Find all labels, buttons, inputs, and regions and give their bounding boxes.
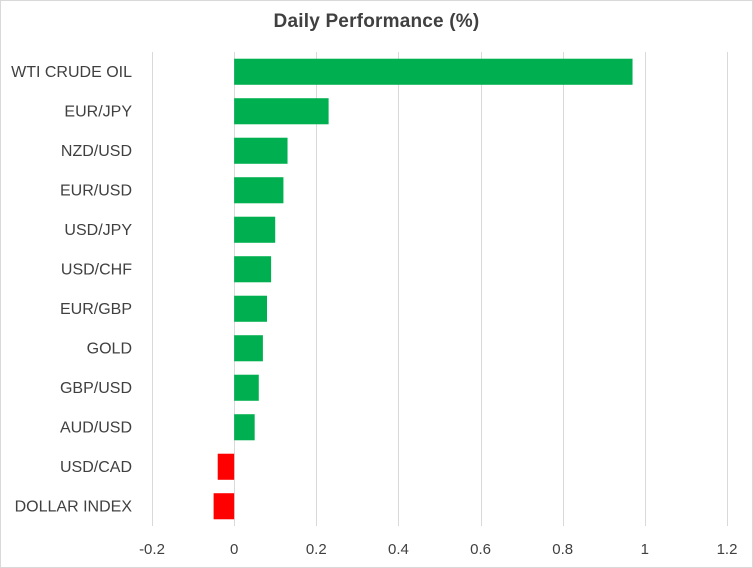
bar-nzd-usd	[234, 138, 287, 164]
category-label-usd-cad: USD/CAD	[60, 459, 132, 476]
category-label-aud-usd: AUD/USD	[60, 419, 132, 436]
bar-eur-jpy	[234, 98, 328, 124]
x-tick-label: 0.2	[306, 541, 327, 558]
category-label-eur-gbp: EUR/GBP	[60, 301, 132, 318]
bar-usd-jpy	[234, 217, 275, 243]
bar-aud-usd	[234, 414, 255, 440]
category-label-eur-usd: EUR/USD	[60, 182, 132, 199]
x-tick-label: 0.8	[552, 541, 573, 558]
bar-eur-gbp	[234, 296, 267, 322]
bar-wti-crude-oil	[234, 59, 632, 85]
category-label-usd-jpy: USD/JPY	[64, 222, 132, 239]
bars	[214, 59, 633, 520]
category-label-gbp-usd: GBP/USD	[60, 380, 132, 397]
bar-gold	[234, 335, 263, 361]
x-tick-label: 1	[641, 541, 649, 558]
x-tick-label: 1.2	[717, 541, 738, 558]
x-tick-label: 0.4	[388, 541, 409, 558]
category-label-dollar-index: DOLLAR INDEX	[15, 498, 133, 515]
category-label-wti-crude-oil: WTI CRUDE OIL	[11, 64, 132, 81]
category-label-gold: GOLD	[87, 340, 132, 357]
bar-eur-usd	[234, 177, 283, 203]
category-labels: WTI CRUDE OIL EUR/JPY NZD/USD EUR/USD USD/JP…	[11, 64, 132, 516]
bar-dollar-index	[214, 493, 235, 519]
x-tick-label: 0	[230, 541, 238, 558]
bar-usd-chf	[234, 256, 271, 282]
bar-usd-cad	[218, 454, 234, 480]
category-label-nzd-usd: NZD/USD	[61, 143, 132, 160]
category-label-eur-jpy: EUR/JPY	[64, 103, 132, 120]
x-axis-tick-labels: -0.2 0 0.2 0.4 0.6 0.8 1 1.2	[139, 541, 737, 558]
bar-gbp-usd	[234, 375, 259, 401]
category-label-usd-chf: USD/CHF	[61, 261, 132, 278]
x-tick-label: 0.6	[470, 541, 491, 558]
x-tick-label: -0.2	[139, 541, 165, 558]
